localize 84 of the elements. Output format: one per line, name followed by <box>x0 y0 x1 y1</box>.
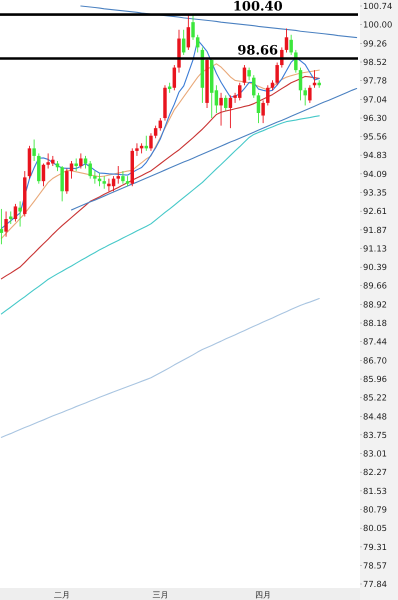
candlestick <box>242 64 246 86</box>
candlestick <box>154 125 158 139</box>
candlestick <box>84 155 88 169</box>
candlestick <box>65 168 69 194</box>
x-tick-label: 三月 <box>152 590 168 600</box>
candlestick <box>186 14 190 50</box>
y-tick-label: 81.53 <box>363 486 387 496</box>
y-tick-label: 99.26 <box>363 38 387 48</box>
y-tick-label: 91.13 <box>363 244 387 254</box>
candlestick <box>14 203 18 222</box>
y-tick-label: 92.61 <box>363 206 387 216</box>
candlestick <box>60 166 64 202</box>
y-tick-label: 88.92 <box>363 299 387 310</box>
y-tick-label: 77.84 <box>363 579 387 589</box>
y-tick-label: 93.35 <box>363 188 387 198</box>
candlestick <box>275 62 279 86</box>
y-tick-label: 85.22 <box>363 392 387 403</box>
candlestick <box>116 166 120 184</box>
y-tick-label: 83.01 <box>363 448 387 459</box>
y-tick-label: 96.30 <box>363 113 387 124</box>
candlestick <box>252 74 256 98</box>
candlestick <box>149 132 153 152</box>
candlestick <box>256 92 260 124</box>
candlestick <box>224 94 228 111</box>
candlestick <box>102 176 106 190</box>
candlestick <box>266 84 270 106</box>
candlestick <box>126 176 130 187</box>
y-tick-label: 89.66 <box>363 280 387 291</box>
y-tick-label: 88.18 <box>363 318 387 328</box>
candlestick <box>144 135 148 152</box>
y-tick-label: 79.31 <box>363 542 387 552</box>
y-tick-label: 94.83 <box>363 150 387 160</box>
candlestick <box>168 82 172 94</box>
y-tick-label: 84.48 <box>363 411 387 422</box>
candlestick <box>158 118 162 132</box>
y-tick-label: 100.00 <box>363 20 392 30</box>
ref-line-label: 98.66 <box>237 44 278 58</box>
candlestick <box>261 100 265 124</box>
candlestick <box>303 87 307 106</box>
candlestick <box>88 160 92 180</box>
candlestick <box>172 64 176 91</box>
candlestick <box>9 211 12 225</box>
candlestick <box>219 92 223 126</box>
y-tick-label: 83.75 <box>363 430 387 440</box>
x-tick-label: 四月 <box>255 590 272 600</box>
candlestick <box>140 142 144 154</box>
y-tick-label: 87.44 <box>363 336 387 347</box>
y-tick-label: 82.27 <box>363 467 387 478</box>
candlestick <box>228 94 232 129</box>
y-tick-label: 91.87 <box>363 224 387 235</box>
candlestick <box>98 173 102 187</box>
y-tick-label: 80.05 <box>363 523 387 534</box>
x-tick-label: 二月 <box>54 590 70 600</box>
candlestick <box>312 70 316 88</box>
candlestick <box>135 142 139 156</box>
candlestick <box>196 34 200 53</box>
candlestick <box>289 34 293 56</box>
candlestick <box>42 163 46 187</box>
candlestick <box>0 208 4 245</box>
y-tick-label: 95.56 <box>363 132 387 142</box>
y-tick-label: 90.39 <box>363 262 387 272</box>
y-tick-label: 85.96 <box>363 374 387 384</box>
y-tick-label: 97.04 <box>363 94 387 104</box>
candlestick <box>270 80 274 91</box>
y-tick-label: 97.78 <box>363 76 387 86</box>
candlestick <box>32 139 36 162</box>
candlestick <box>182 29 186 56</box>
candlestick <box>79 152 83 169</box>
candlestick <box>93 170 97 184</box>
y-tick-label: 78.57 <box>363 560 387 571</box>
candlestick <box>121 170 125 184</box>
y-tick-label: 80.79 <box>363 504 387 515</box>
candlestick <box>4 211 8 238</box>
candlestick <box>191 14 195 40</box>
y-tick-label: 98.52 <box>363 57 387 68</box>
candlestick <box>74 158 78 172</box>
y-tick-label: 100.74 <box>363 1 392 11</box>
candlestick <box>308 84 312 104</box>
candlestick <box>247 67 251 81</box>
ref-line-label: 100.40 <box>232 0 283 15</box>
y-tick-label: 86.70 <box>363 355 387 366</box>
candlestick <box>56 160 60 172</box>
y-tick-label: 94.09 <box>363 168 387 179</box>
candlestick <box>18 200 22 228</box>
